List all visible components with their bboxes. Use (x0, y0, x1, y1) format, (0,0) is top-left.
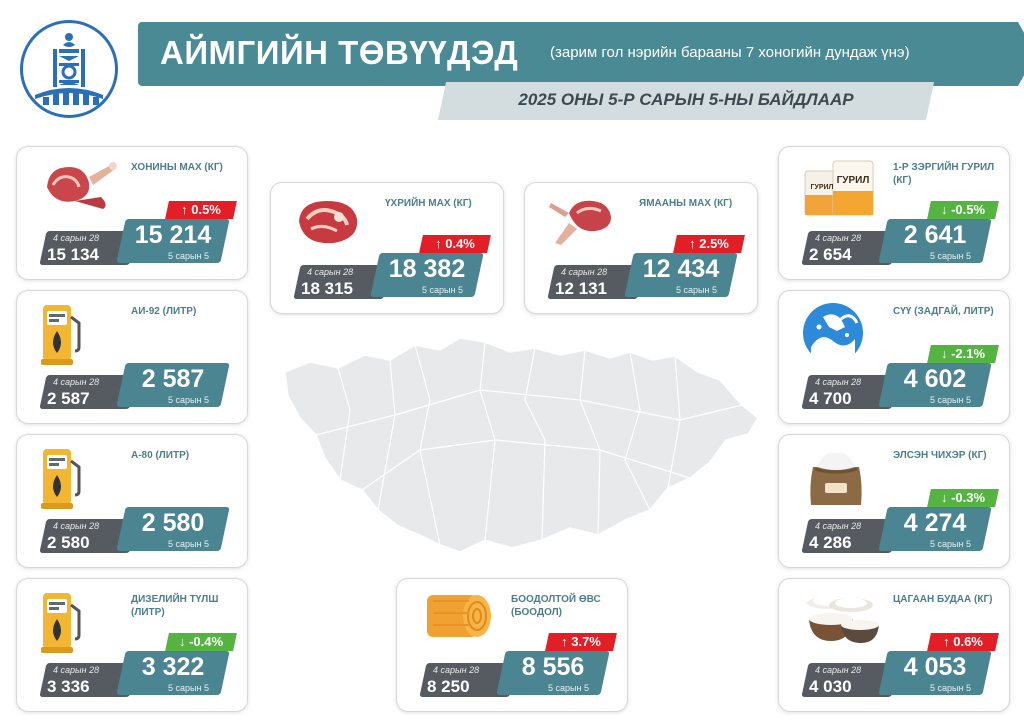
previous-date-label: 4 сарын 28 (815, 377, 862, 387)
current-date-label: 5 сарын 5 (930, 395, 971, 405)
change-percent: ↑ 3.7% (561, 634, 601, 649)
rice-bowl-icon (801, 589, 881, 652)
product-card: ДИЗЕЛИЙН ТҮЛШ (ЛИТР) 4 сарын 28 3 336 3 322… (16, 578, 248, 712)
current-price: 18 382 (388, 255, 466, 283)
product-card: ХОНИНЫ МАХ (КГ) 4 сарын 28 15 134 15 214 5 с… (16, 146, 248, 280)
product-card: А-80 (ЛИТР) 4 сарын 28 2 580 2 580 5 сарын 5 (16, 434, 248, 568)
product-name: ЭЛСЭН ЧИХЭР (КГ) (893, 450, 987, 461)
previous-price: 18 315 (301, 279, 353, 298)
change-percent: ↓ -2.1% (940, 346, 986, 361)
current-date-label: 5 сарын 5 (930, 683, 971, 693)
fuel-pump-icon (39, 301, 83, 374)
previous-date-label: 4 сарын 28 (53, 233, 100, 243)
product-name: ЯМААНЫ МАХ (КГ) (639, 198, 733, 209)
product-card: СҮҮ (ЗАДГАЙ, ЛИТР) 4 сарын 28 4 700 4 602 5 … (778, 290, 1010, 424)
title-banner: АЙМГИЙН ТӨВҮҮДЭД (зарим гол нэрийн бараа… (138, 22, 1024, 86)
previous-price: 4 700 (809, 389, 852, 408)
page-subtitle: (зарим гол нэрийн барааны 7 хоногийн дун… (550, 44, 910, 61)
current-price: 2 641 (903, 221, 967, 249)
product-card: БООДОЛТОЙ ӨВС (БООДОЛ) 4 сарын 28 8 250 8 5… (396, 578, 628, 712)
date-label: 2025 ОНЫ 5-Р САРЫН 5-НЫ БАЙДЛААР (518, 90, 854, 109)
milk-icon (801, 301, 865, 370)
flour-icon: ГУРИЛ ГУРИЛ (801, 157, 877, 222)
product-name: ЦАГААН БУДАА (КГ) (893, 594, 993, 605)
previous-date-label: 4 сарын 28 (815, 665, 862, 675)
flour-package-label: ГУРИЛ (811, 184, 834, 191)
current-date-label: 5 сарын 5 (930, 251, 971, 261)
previous-date-label: 4 сарын 28 (53, 521, 100, 531)
flour-package-label: ГУРИЛ (837, 175, 870, 186)
current-date-label: 5 сарын 5 (168, 683, 209, 693)
product-name: 1-Р ЗЭРГИЙН ГУРИЛ (КГ) (893, 162, 995, 186)
change-percent: ↑ 0.4% (435, 236, 475, 251)
product-name: ҮХРИЙН МАХ (КГ) (385, 198, 472, 209)
change-percent: ↑ 0.5% (181, 202, 221, 217)
soyombo-logo-icon (20, 20, 118, 118)
current-date-label: 5 сарын 5 (168, 539, 209, 549)
product-name: АИ-92 (ЛИТР) (131, 306, 197, 317)
previous-price: 2 587 (47, 389, 90, 408)
hay-bale-icon (419, 589, 495, 646)
previous-price: 2 654 (809, 245, 852, 264)
previous-price: 4 030 (809, 677, 852, 696)
previous-price: 15 134 (47, 245, 99, 264)
fuel-pump-icon (39, 445, 83, 518)
previous-date-label: 4 сарын 28 (53, 665, 100, 675)
previous-price: 2 580 (47, 533, 90, 552)
current-price: 4 602 (903, 365, 967, 393)
current-date-label: 5 сарын 5 (422, 285, 463, 295)
previous-date-label: 4 сарын 28 (815, 521, 862, 531)
mutton-icon (39, 157, 119, 218)
current-price: 15 214 (134, 221, 212, 249)
previous-price: 4 286 (809, 533, 852, 552)
previous-date-label: 4 сарын 28 (561, 267, 608, 277)
product-card: ЭЛСЭН ЧИХЭР (КГ) 4 сарын 28 4 286 4 274 5 са… (778, 434, 1010, 568)
change-percent: ↓ -0.4% (178, 634, 224, 649)
product-name: СҮҮ (ЗАДГАЙ, ЛИТР) (893, 306, 994, 317)
fuel-pump-icon (39, 589, 83, 662)
product-name: А-80 (ЛИТР) (131, 450, 190, 461)
previous-price: 3 336 (47, 677, 90, 696)
previous-date-label: 4 сарын 28 (433, 665, 480, 675)
previous-date-label: 4 сарын 28 (307, 267, 354, 277)
product-name: ХОНИНЫ МАХ (КГ) (131, 162, 223, 173)
beef-icon (293, 193, 363, 254)
goat-meat-icon (547, 193, 627, 254)
product-card: ЦАГААН БУДАА (КГ) 4 сарын 28 4 030 4 053 5 с… (778, 578, 1010, 712)
product-card: ҮХРИЙН МАХ (КГ) 4 сарын 28 18 315 18 382 5 с… (270, 182, 504, 314)
current-date-label: 5 сарын 5 (676, 285, 717, 295)
previous-price: 12 131 (555, 279, 607, 298)
sugar-sack-icon (801, 445, 871, 516)
current-date-label: 5 сарын 5 (548, 683, 589, 693)
product-card: АИ-92 (ЛИТР) 4 сарын 28 2 587 2 587 5 сарын … (16, 290, 248, 424)
page-title: АЙМГИЙН ТӨВҮҮДЭД (160, 34, 519, 71)
mongolia-map (284, 337, 759, 553)
change-percent: ↓ -0.5% (940, 202, 986, 217)
product-name: ДИЗЕЛИЙН ТҮЛШ (ЛИТР) (131, 594, 219, 618)
current-date-label: 5 сарын 5 (168, 395, 209, 405)
current-price: 12 434 (642, 255, 720, 283)
change-percent: ↑ 0.6% (943, 634, 983, 649)
previous-date-label: 4 сарын 28 (815, 233, 862, 243)
previous-date-label: 4 сарын 28 (53, 377, 100, 387)
previous-price: 8 250 (427, 677, 470, 696)
current-price: 3 322 (141, 653, 205, 681)
change-percent: ↓ -0.3% (940, 490, 986, 505)
current-price: 4 053 (903, 653, 967, 681)
current-date-label: 5 сарын 5 (168, 251, 209, 261)
current-price: 2 587 (141, 365, 205, 393)
product-card: ГУРИЛ ГУРИЛ 1-Р ЗЭРГИЙН ГУРИЛ (КГ) 4 сарын … (778, 146, 1010, 280)
current-price: 8 556 (521, 653, 585, 681)
current-price: 2 580 (141, 509, 205, 537)
product-card: ЯМААНЫ МАХ (КГ) 4 сарын 28 12 131 12 434 5 с… (524, 182, 758, 314)
product-name: БООДОЛТОЙ ӨВС (БООДОЛ) (511, 594, 601, 618)
current-price: 4 274 (903, 509, 967, 537)
current-date-label: 5 сарын 5 (930, 539, 971, 549)
change-percent: ↑ 2.5% (689, 236, 729, 251)
